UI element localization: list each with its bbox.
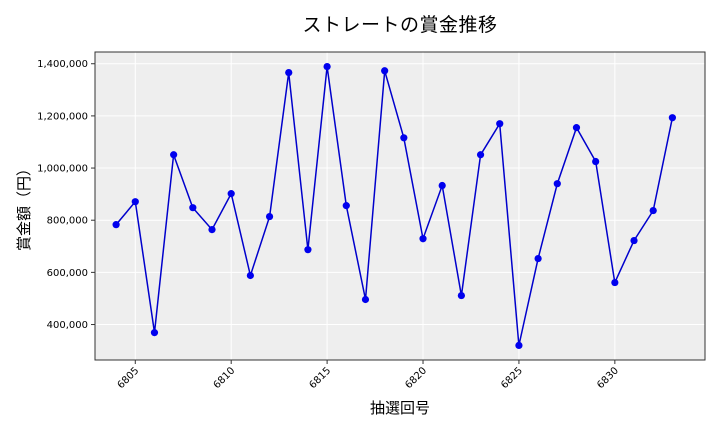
y-tick-label: 800,000: [47, 216, 88, 227]
data-point-marker: [457, 291, 465, 300]
plot-frame: [94, 51, 706, 361]
y-tick-label: 1,400,000: [37, 59, 88, 70]
x-tick-label: 6805: [116, 365, 142, 391]
data-point-marker: [611, 278, 619, 287]
chart-title: ストレートの賞金推移: [302, 14, 498, 36]
series-line: [115, 66, 674, 346]
data-point-marker: [419, 235, 427, 243]
data-point-marker: [342, 202, 350, 210]
y-tick-label: 1,000,000: [37, 164, 88, 175]
data-series: [112, 63, 676, 349]
x-axis: 6805 6810 6815 6820 6825 6830: [116, 360, 621, 391]
data-point-marker: [246, 271, 254, 280]
data-point-marker: [381, 67, 389, 75]
y-tick-label: 400,000: [47, 320, 88, 331]
x-tick-label: 6810: [212, 365, 238, 391]
data-point-marker: [630, 236, 638, 245]
data-point-marker: [170, 151, 178, 159]
data-point-marker: [476, 151, 485, 159]
data-point-marker: [553, 180, 561, 188]
data-point-marker: [668, 114, 676, 122]
y-tick-label: 600,000: [47, 268, 88, 279]
data-point-marker: [534, 254, 542, 263]
data-point-marker: [150, 329, 159, 337]
data-point-marker: [189, 204, 197, 212]
data-point-marker: [265, 212, 274, 221]
x-tick-label: 6820: [403, 365, 429, 391]
x-tick-label: 6825: [499, 365, 525, 391]
data-point-marker: [572, 124, 581, 132]
plot-area: [95, 52, 705, 360]
x-tick-label: 6815: [307, 365, 333, 391]
data-point-marker: [208, 226, 216, 234]
gridlines: [95, 52, 705, 360]
data-point-marker: [304, 246, 312, 254]
data-point-marker: [131, 198, 139, 206]
x-tick-label: 6830: [595, 365, 621, 391]
y-axis: 400,000 600,000 800,000 1,000,000 1,200,000 1…: [37, 59, 95, 331]
data-point-marker: [323, 63, 331, 71]
data-point-marker: [592, 157, 600, 166]
data-point-marker: [438, 181, 446, 190]
y-tick-label: 1,200,000: [37, 111, 88, 122]
data-point-marker: [496, 120, 504, 128]
data-point-marker: [400, 134, 408, 142]
data-point-marker: [649, 206, 657, 215]
data-point-marker: [285, 69, 293, 77]
data-point-marker: [227, 190, 235, 198]
x-axis-label: 抽選回号: [370, 399, 430, 417]
data-point-marker: [112, 221, 120, 229]
data-point-marker: [515, 341, 523, 349]
y-axis-label: 賞金額（円）: [15, 161, 33, 251]
data-point-marker: [361, 295, 370, 304]
